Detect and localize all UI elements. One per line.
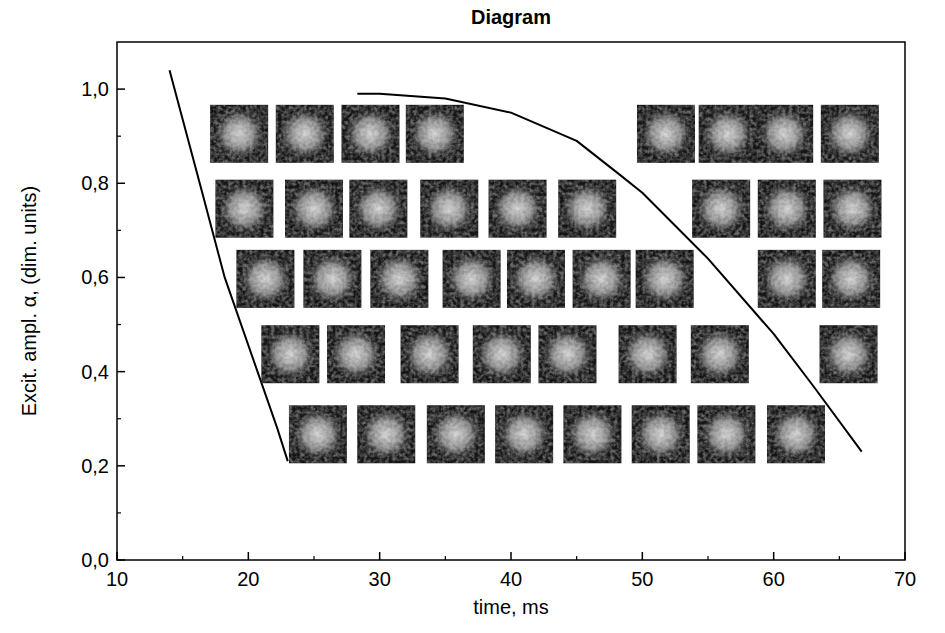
speckle-image [573, 250, 631, 308]
speckle-image [210, 105, 268, 163]
y-tick-label: 0,8 [81, 172, 109, 194]
y-axis-title: Excit. ampl. α, (dim. units) [18, 186, 40, 417]
x-tick-label: 10 [106, 568, 128, 590]
y-minor-tick [117, 230, 121, 231]
x-minor-tick [839, 556, 840, 560]
speckle-image [370, 250, 428, 308]
speckle-image [276, 105, 334, 163]
x-tick-label: 20 [237, 568, 259, 590]
speckle-image [495, 405, 553, 463]
speckle-image [420, 180, 478, 238]
y-minor-tick [117, 512, 121, 513]
speckle-image [357, 405, 415, 463]
speckle-image [473, 325, 531, 383]
speckle-image [285, 180, 343, 238]
curve [170, 70, 288, 461]
speckle-image [563, 405, 621, 463]
speckle-image [692, 180, 750, 238]
x-tick-label: 30 [369, 568, 391, 590]
speckle-image [755, 105, 813, 163]
speckle-image [697, 405, 755, 463]
plot-frame [117, 42, 905, 560]
x-tick-label: 50 [631, 568, 653, 590]
chart: 10 20 30 40 50 60 70 0,0 0,2 0,4 0,6 0,8 1,0 Diagram t… [0, 0, 945, 633]
speckle-image [349, 180, 407, 238]
speckle-image [636, 250, 694, 308]
y-tick-label: 0,0 [81, 549, 109, 571]
curve [357, 94, 861, 452]
x-minor-tick [182, 556, 183, 560]
speckle-image [236, 250, 294, 308]
x-tick-label: 70 [894, 568, 916, 590]
x-tick-label: 60 [763, 568, 785, 590]
x-tick [510, 552, 512, 560]
speckle-image [758, 250, 816, 308]
speckle-image [699, 105, 757, 163]
speckle-image [767, 405, 825, 463]
speckle-image [289, 405, 347, 463]
speckle-image [261, 325, 319, 383]
speckle-image [822, 250, 880, 308]
title: Diagram [471, 6, 551, 28]
y-tick-label: 1,0 [81, 78, 109, 100]
speckle-image [401, 325, 459, 383]
y-minor-tick [117, 418, 121, 419]
y-tick [117, 277, 125, 279]
speckle-image [691, 325, 749, 383]
x-minor-tick [576, 556, 577, 560]
x-tick [116, 552, 118, 560]
speckle-image [443, 250, 501, 308]
speckle-image [637, 105, 695, 163]
x-minor-tick [313, 556, 314, 560]
speckle-image [507, 250, 565, 308]
y-tick [117, 183, 125, 185]
x-axis-title: time, ms [473, 596, 549, 618]
x-tick [773, 552, 775, 560]
y-tick-label: 0,4 [81, 361, 109, 383]
y-minor-tick [117, 136, 121, 137]
y-tick [117, 559, 125, 561]
speckle-image [215, 180, 273, 238]
speckle-image [820, 325, 878, 383]
x-minor-tick [445, 556, 446, 560]
y-minor-tick [117, 324, 121, 325]
speckle-image [327, 325, 385, 383]
speckle-image [821, 105, 879, 163]
x-tick [379, 552, 381, 560]
speckle-image [758, 180, 816, 238]
speckle-image [427, 405, 485, 463]
y-tick [117, 88, 125, 90]
plot-area [170, 70, 882, 463]
x-minor-tick [707, 556, 708, 560]
speckle-image [303, 250, 361, 308]
x-tick [642, 552, 644, 560]
x-tick [248, 552, 250, 560]
speckle-image [632, 405, 690, 463]
speckle-image [489, 180, 547, 238]
speckle-image [406, 105, 464, 163]
y-tick [117, 371, 125, 373]
x-tick [904, 552, 906, 560]
x-tick-label: 40 [500, 568, 522, 590]
speckle-image [341, 105, 399, 163]
speckle-image [619, 325, 677, 383]
speckle-image [823, 180, 881, 238]
y-tick [117, 465, 125, 467]
y-tick-label: 0,2 [81, 455, 109, 477]
speckle-image [558, 180, 616, 238]
y-tick-label: 0,6 [81, 266, 109, 288]
speckle-image [538, 325, 596, 383]
